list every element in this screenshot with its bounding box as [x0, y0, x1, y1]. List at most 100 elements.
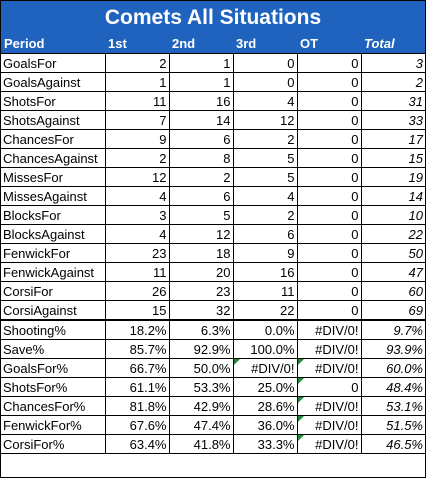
- cell-3rd[interactable]: 4: [233, 91, 298, 111]
- cell-2nd[interactable]: 18: [169, 243, 234, 263]
- cell-3rd[interactable]: 4: [233, 186, 298, 206]
- cell-total[interactable]: 51.5%: [361, 415, 425, 435]
- cell-2nd[interactable]: 42.9%: [169, 396, 234, 416]
- cell-total[interactable]: 46.5%: [361, 434, 425, 454]
- cell-3rd[interactable]: 11: [233, 281, 298, 301]
- cell-1st[interactable]: 63.4%: [105, 434, 170, 454]
- row-label[interactable]: ShotsFor: [1, 91, 106, 111]
- cell-2nd[interactable]: 1: [169, 54, 234, 73]
- cell-1st[interactable]: 11: [105, 262, 170, 282]
- cell-1st[interactable]: 23: [105, 243, 170, 263]
- cell-ot[interactable]: 0: [297, 148, 362, 168]
- cell-ot[interactable]: 0: [297, 110, 362, 130]
- cell-2nd[interactable]: 92.9%: [169, 339, 234, 359]
- cell-ot[interactable]: 0: [297, 186, 362, 206]
- row-label[interactable]: CorsiAgainst: [1, 300, 106, 321]
- cell-total[interactable]: 69: [361, 300, 425, 321]
- cell-total[interactable]: 60.0%: [361, 358, 425, 378]
- cell-2nd[interactable]: 16: [169, 91, 234, 111]
- row-label[interactable]: GoalsFor: [1, 54, 106, 73]
- cell-3rd[interactable]: 28.6%: [233, 396, 298, 416]
- cell-1st[interactable]: 11: [105, 91, 170, 111]
- cell-1st[interactable]: 61.1%: [105, 377, 170, 397]
- cell-total[interactable]: 50: [361, 243, 425, 263]
- cell-3rd[interactable]: 22: [233, 300, 298, 321]
- cell-total[interactable]: 48.4%: [361, 377, 425, 397]
- cell-total[interactable]: 2: [361, 72, 425, 92]
- cell-total[interactable]: 19: [361, 167, 425, 187]
- cell-total[interactable]: 15: [361, 148, 425, 168]
- cell-2nd[interactable]: 5: [169, 205, 234, 225]
- cell-total[interactable]: 22: [361, 224, 425, 244]
- cell-2nd[interactable]: 6: [169, 129, 234, 149]
- cell-1st[interactable]: 81.8%: [105, 396, 170, 416]
- cell-3rd[interactable]: 2: [233, 129, 298, 149]
- cell-3rd[interactable]: #DIV/0!: [233, 358, 298, 378]
- row-label[interactable]: ShotsFor%: [1, 377, 106, 397]
- cell-ot[interactable]: 0: [297, 262, 362, 282]
- cell-3rd[interactable]: 33.3%: [233, 434, 298, 454]
- cell-1st[interactable]: 15: [105, 300, 170, 321]
- cell-total[interactable]: 33: [361, 110, 425, 130]
- cell-total[interactable]: 31: [361, 91, 425, 111]
- row-label[interactable]: Shooting%: [1, 319, 106, 340]
- cell-2nd[interactable]: 41.8%: [169, 434, 234, 454]
- cell-1st[interactable]: 85.7%: [105, 339, 170, 359]
- cell-3rd[interactable]: 25.0%: [233, 377, 298, 397]
- cell-2nd[interactable]: 23: [169, 281, 234, 301]
- cell-ot[interactable]: 0: [297, 281, 362, 301]
- row-label[interactable]: ChancesFor%: [1, 396, 106, 416]
- row-label[interactable]: BlocksFor: [1, 205, 106, 225]
- cell-2nd[interactable]: 1: [169, 72, 234, 92]
- row-label[interactable]: FenwickFor%: [1, 415, 106, 435]
- row-label[interactable]: ChancesAgainst: [1, 148, 106, 168]
- cell-ot[interactable]: 0: [297, 167, 362, 187]
- cell-1st[interactable]: 4: [105, 186, 170, 206]
- row-label[interactable]: CorsiFor%: [1, 434, 106, 454]
- cell-1st[interactable]: 67.6%: [105, 415, 170, 435]
- cell-3rd[interactable]: 0.0%: [233, 319, 298, 340]
- cell-total[interactable]: 93.9%: [361, 339, 425, 359]
- cell-1st[interactable]: 66.7%: [105, 358, 170, 378]
- row-label[interactable]: ChancesFor: [1, 129, 106, 149]
- cell-ot[interactable]: #DIV/0!: [297, 396, 362, 416]
- cell-total[interactable]: 17: [361, 129, 425, 149]
- cell-3rd[interactable]: 0: [233, 54, 298, 73]
- cell-2nd[interactable]: 50.0%: [169, 358, 234, 378]
- cell-ot[interactable]: 0: [297, 129, 362, 149]
- cell-2nd[interactable]: 32: [169, 300, 234, 321]
- row-label[interactable]: ShotsAgainst: [1, 110, 106, 130]
- cell-2nd[interactable]: 2: [169, 167, 234, 187]
- cell-2nd[interactable]: 47.4%: [169, 415, 234, 435]
- cell-3rd[interactable]: 0: [233, 72, 298, 92]
- cell-3rd[interactable]: 16: [233, 262, 298, 282]
- cell-total[interactable]: 53.1%: [361, 396, 425, 416]
- cell-1st[interactable]: 9: [105, 129, 170, 149]
- cell-2nd[interactable]: 14: [169, 110, 234, 130]
- cell-1st[interactable]: 2: [105, 54, 170, 73]
- cell-2nd[interactable]: 12: [169, 224, 234, 244]
- row-label[interactable]: GoalsFor%: [1, 358, 106, 378]
- cell-1st[interactable]: 26: [105, 281, 170, 301]
- cell-3rd[interactable]: 6: [233, 224, 298, 244]
- cell-3rd[interactable]: 12: [233, 110, 298, 130]
- cell-total[interactable]: 60: [361, 281, 425, 301]
- cell-3rd[interactable]: 5: [233, 148, 298, 168]
- cell-total[interactable]: 47: [361, 262, 425, 282]
- cell-ot[interactable]: #DIV/0!: [297, 434, 362, 454]
- cell-ot[interactable]: #DIV/0!: [297, 319, 362, 340]
- cell-2nd[interactable]: 6: [169, 186, 234, 206]
- row-label[interactable]: FenwickFor: [1, 243, 106, 263]
- cell-2nd[interactable]: 53.3%: [169, 377, 234, 397]
- cell-1st[interactable]: 18.2%: [105, 319, 170, 340]
- cell-ot[interactable]: 0: [297, 91, 362, 111]
- row-label[interactable]: Save%: [1, 339, 106, 359]
- cell-2nd[interactable]: 20: [169, 262, 234, 282]
- cell-ot[interactable]: 0: [297, 72, 362, 92]
- cell-3rd[interactable]: 100.0%: [233, 339, 298, 359]
- cell-1st[interactable]: 7: [105, 110, 170, 130]
- cell-ot[interactable]: 0: [297, 224, 362, 244]
- cell-ot[interactable]: #DIV/0!: [297, 339, 362, 359]
- cell-1st[interactable]: 1: [105, 72, 170, 92]
- cell-ot[interactable]: #DIV/0!: [297, 358, 362, 378]
